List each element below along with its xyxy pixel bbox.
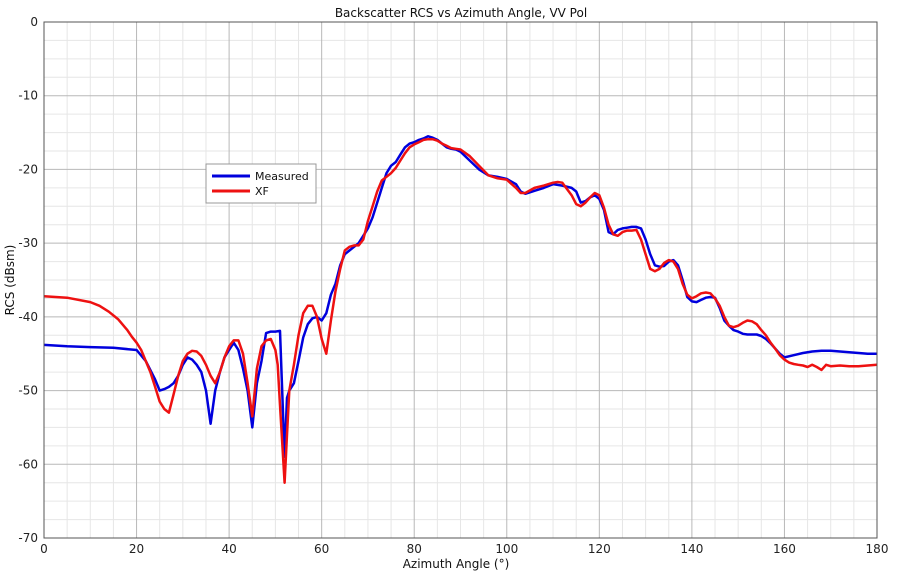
x-tick-label: 20 <box>129 542 144 556</box>
y-tick-label: -70 <box>18 531 38 545</box>
y-axis-ticks: 0 -10 -20 -30 -40 -50 -60 -70 <box>18 15 38 545</box>
series-line-xf <box>43 137 878 484</box>
x-tick-label: 100 <box>495 542 518 556</box>
y-tick-label: -10 <box>18 89 38 103</box>
legend-label-measured: Measured <box>255 170 309 183</box>
plot-area <box>43 21 878 539</box>
chart-title: Backscatter RCS vs Azimuth Angle, VV Pol <box>335 6 587 20</box>
y-tick-label: -60 <box>18 457 38 471</box>
y-tick-label: -20 <box>18 162 38 176</box>
legend: Measured XF <box>205 163 317 204</box>
legend-box <box>205 163 317 204</box>
x-tick-label: 0 <box>40 542 48 556</box>
y-tick-label: 0 <box>30 15 38 29</box>
x-axis-ticks: 0 20 40 60 80 100 120 140 160 180 <box>40 542 888 556</box>
x-tick-label: 80 <box>407 542 422 556</box>
y-tick-label: -40 <box>18 310 38 324</box>
plot-frame <box>43 21 878 539</box>
x-tick-label: 40 <box>221 542 236 556</box>
x-tick-label: 180 <box>866 542 889 556</box>
x-tick-label: 160 <box>773 542 796 556</box>
y-tick-label: -50 <box>18 384 38 398</box>
y-tick-label: -30 <box>18 236 38 250</box>
x-axis-label: Azimuth Angle (°) <box>403 557 510 571</box>
y-axis-label: RCS (dBsm) <box>3 245 17 316</box>
x-tick-label: 140 <box>680 542 703 556</box>
minor-grid <box>44 22 877 538</box>
series-layer <box>43 135 878 484</box>
x-tick-label: 120 <box>588 542 611 556</box>
x-tick-label: 60 <box>314 542 329 556</box>
legend-label-xf: XF <box>255 185 269 198</box>
